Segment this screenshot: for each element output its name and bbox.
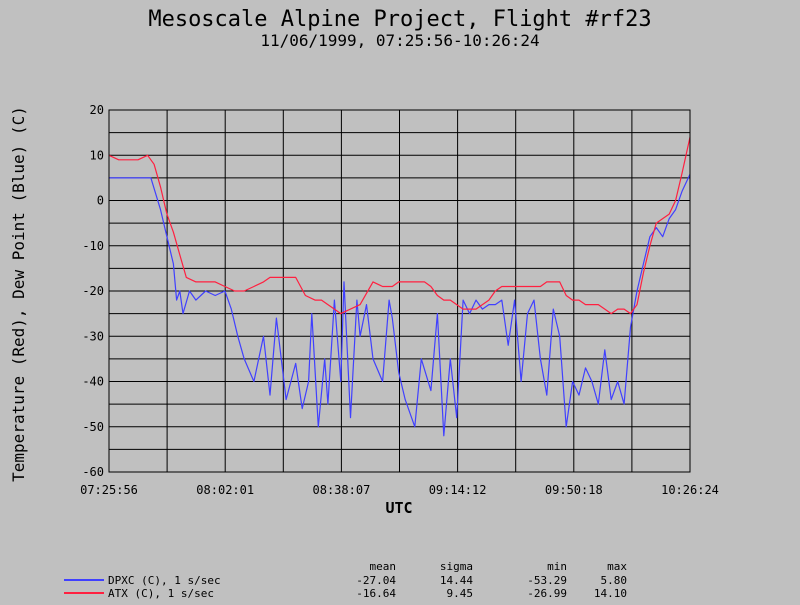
- x-tick-label: 08:38:07: [313, 483, 371, 497]
- x-tick-label: 09:50:18: [545, 483, 603, 497]
- legend-label: ATX (C), 1 s/sec: [108, 587, 214, 600]
- stats-value: -53.29: [527, 574, 567, 587]
- plot-frame: [108, 109, 691, 473]
- chart-title: Mesoscale Alpine Project, Flight #rf23: [148, 7, 651, 32]
- y-tick-label: -50: [82, 420, 104, 434]
- legend-label: DPXC (C), 1 s/sec: [108, 574, 221, 587]
- x-axis-label: UTC: [385, 499, 412, 517]
- y-tick-label: 20: [90, 103, 104, 117]
- chart-subtitle: 11/06/1999, 07:25:56-10:26:24: [260, 31, 539, 50]
- y-tick-label: 0: [97, 194, 104, 208]
- x-tick-label: 07:25:56: [80, 483, 138, 497]
- stats-header: sigma: [440, 560, 473, 573]
- stats-value: 14.44: [440, 574, 473, 587]
- y-tick-label: 10: [90, 148, 104, 162]
- stats-value: -27.04: [356, 574, 396, 587]
- stats-value: 5.80: [601, 574, 628, 587]
- tick-labels: 20 10 0 -10 -20 -30 -40 -50 -60 07:25:56 08:02:01 0…: [80, 103, 719, 497]
- stats-value: -26.99: [527, 587, 567, 600]
- y-tick-label: -10: [82, 239, 104, 253]
- y-tick-label: -30: [82, 329, 104, 343]
- series-group: [108, 136, 691, 437]
- y-tick-label: -20: [82, 284, 104, 298]
- stats-value: 14.10: [594, 587, 627, 600]
- y-axis-label: Temperature (Red), Dew Point (Blue) (C): [9, 106, 28, 482]
- y-tick-label: -60: [82, 465, 104, 479]
- series-line-dpxc: [109, 174, 691, 437]
- stats-value: 9.45: [447, 587, 474, 600]
- x-tick-label: 09:14:12: [429, 483, 487, 497]
- series-line-atx: [108, 136, 691, 315]
- y-tick-label: -40: [82, 375, 104, 389]
- stats-header: min: [547, 560, 567, 573]
- x-tick-label: 08:02:01: [196, 483, 254, 497]
- x-tick-label: 10:26:24: [661, 483, 719, 497]
- stats-value: -16.64: [356, 587, 396, 600]
- stats-table: mean sigma min max DPXC (C), 1 s/sec -27.04 14…: [64, 560, 627, 600]
- stats-header: mean: [370, 560, 397, 573]
- stats-header: max: [607, 560, 627, 573]
- grid: [108, 109, 691, 473]
